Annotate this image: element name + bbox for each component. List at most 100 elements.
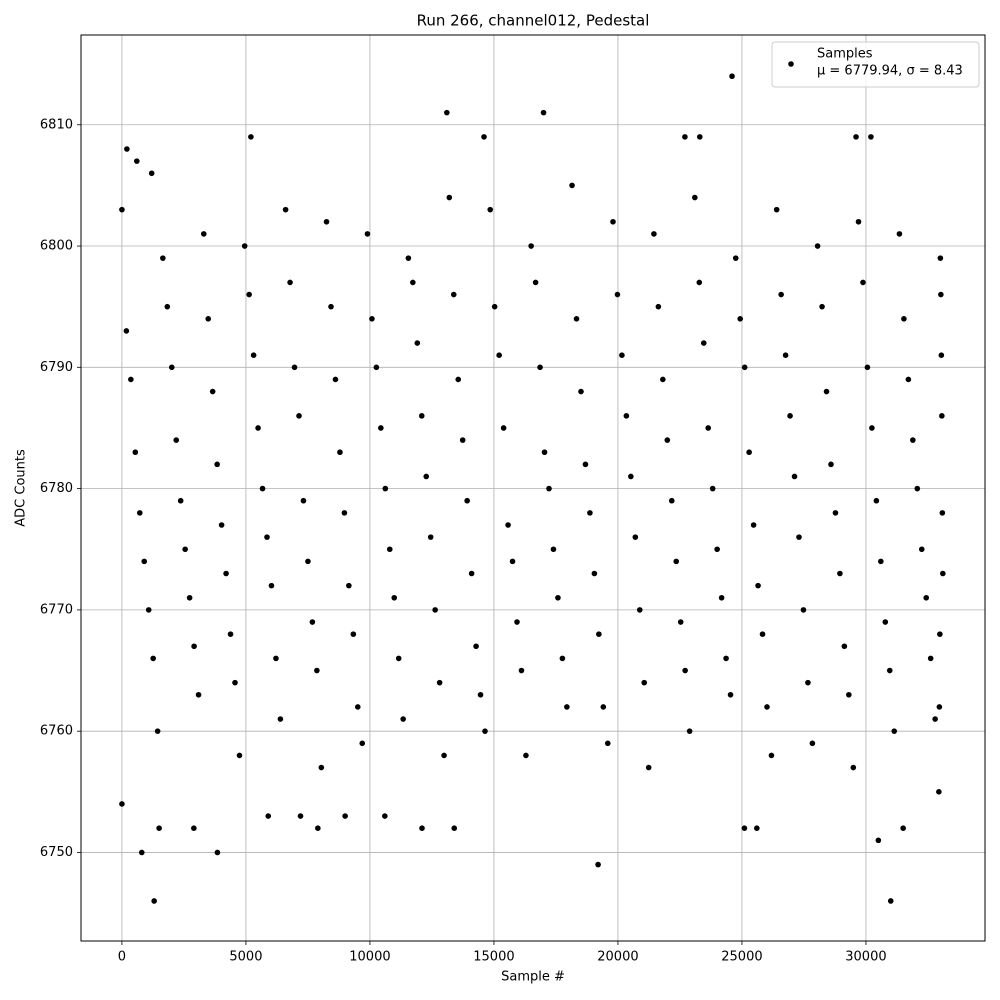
point bbox=[796, 534, 802, 540]
point bbox=[696, 134, 703, 140]
point bbox=[875, 837, 882, 844]
point bbox=[441, 752, 447, 759]
point bbox=[705, 425, 712, 431]
point bbox=[341, 510, 348, 516]
point bbox=[628, 473, 634, 480]
point bbox=[378, 425, 384, 431]
point bbox=[350, 631, 357, 637]
point bbox=[768, 752, 775, 759]
point bbox=[805, 679, 811, 686]
x-tick-label: 30000 bbox=[845, 950, 886, 965]
point bbox=[337, 449, 343, 456]
x-tick-label: 10000 bbox=[349, 950, 390, 965]
point bbox=[455, 376, 462, 383]
point bbox=[939, 413, 945, 419]
y-tick-label: 6770 bbox=[40, 602, 73, 617]
point bbox=[364, 231, 371, 237]
point bbox=[891, 728, 898, 734]
point bbox=[248, 134, 254, 140]
point bbox=[595, 861, 601, 868]
point bbox=[764, 704, 770, 710]
point bbox=[423, 473, 430, 480]
point bbox=[546, 485, 552, 492]
point bbox=[696, 279, 703, 286]
point bbox=[323, 218, 330, 225]
y-tick-label: 6750 bbox=[40, 845, 73, 860]
point bbox=[277, 716, 284, 722]
point bbox=[932, 716, 938, 722]
point bbox=[850, 764, 857, 771]
point bbox=[787, 413, 793, 419]
point bbox=[732, 255, 739, 261]
point bbox=[564, 704, 570, 710]
point bbox=[636, 607, 643, 613]
point bbox=[491, 303, 498, 310]
point bbox=[305, 558, 311, 565]
point bbox=[614, 291, 621, 298]
point bbox=[778, 291, 784, 298]
point bbox=[444, 109, 450, 116]
point bbox=[923, 594, 930, 601]
point bbox=[832, 510, 839, 516]
point bbox=[141, 558, 148, 565]
point bbox=[297, 813, 304, 819]
point bbox=[246, 291, 252, 298]
point bbox=[741, 825, 748, 832]
point bbox=[882, 619, 889, 625]
point bbox=[145, 607, 152, 613]
point bbox=[723, 655, 729, 662]
point bbox=[910, 437, 916, 443]
point bbox=[391, 594, 398, 601]
point bbox=[151, 898, 157, 904]
point bbox=[405, 255, 412, 261]
point bbox=[528, 243, 534, 249]
point bbox=[791, 473, 798, 480]
point bbox=[518, 667, 525, 674]
point bbox=[541, 449, 548, 456]
point bbox=[160, 255, 166, 261]
point bbox=[123, 328, 130, 334]
point bbox=[937, 631, 943, 637]
point bbox=[369, 316, 375, 322]
point bbox=[436, 679, 443, 686]
point bbox=[660, 376, 666, 383]
point bbox=[773, 206, 780, 213]
point bbox=[673, 558, 680, 565]
point bbox=[232, 679, 238, 686]
point bbox=[209, 388, 216, 395]
point bbox=[134, 158, 140, 164]
point bbox=[873, 497, 880, 504]
point bbox=[587, 510, 593, 516]
point bbox=[265, 813, 272, 819]
point bbox=[686, 728, 693, 734]
point bbox=[668, 497, 675, 504]
point bbox=[782, 352, 789, 358]
point bbox=[837, 570, 843, 577]
point bbox=[400, 716, 406, 722]
point bbox=[823, 388, 830, 395]
point bbox=[938, 352, 945, 358]
point bbox=[427, 534, 434, 540]
point bbox=[128, 376, 134, 383]
point bbox=[496, 352, 502, 358]
point bbox=[191, 643, 197, 650]
point bbox=[537, 364, 543, 371]
point bbox=[173, 437, 180, 443]
point bbox=[755, 582, 761, 589]
point bbox=[346, 582, 352, 589]
point bbox=[737, 316, 744, 322]
point bbox=[600, 704, 607, 710]
point bbox=[578, 388, 584, 395]
point bbox=[604, 740, 611, 747]
point bbox=[936, 789, 942, 795]
point bbox=[727, 691, 734, 698]
point bbox=[936, 704, 943, 710]
point bbox=[250, 352, 257, 358]
point bbox=[750, 522, 757, 528]
point bbox=[191, 825, 197, 832]
point bbox=[328, 303, 334, 310]
point bbox=[168, 364, 175, 371]
point bbox=[315, 825, 321, 832]
point bbox=[214, 849, 221, 856]
point bbox=[386, 546, 393, 553]
